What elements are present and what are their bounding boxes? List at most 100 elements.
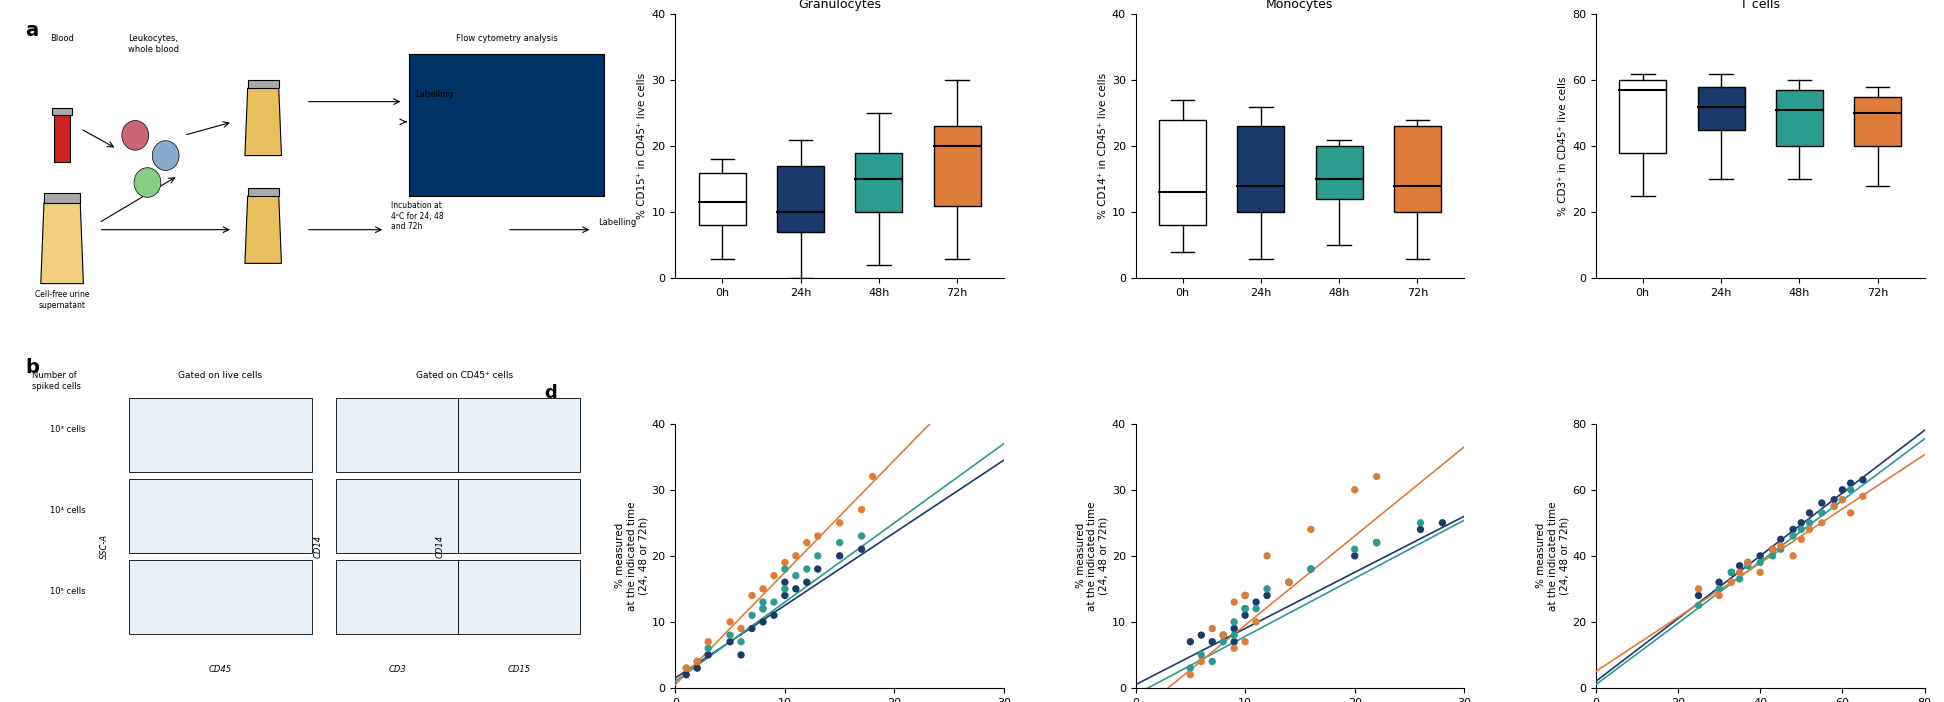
Point	[737, 623, 768, 634]
Point	[770, 557, 801, 568]
Text: Labelling: Labelling	[416, 91, 453, 100]
Bar	[459, 398, 579, 472]
Point	[1231, 609, 1262, 621]
Text: SSC-A: SSC-A	[101, 534, 109, 559]
Bar	[336, 398, 459, 472]
Point	[1252, 590, 1283, 601]
Point	[780, 570, 811, 581]
Point	[1231, 603, 1262, 614]
Point	[715, 630, 746, 641]
Point	[1744, 557, 1775, 568]
Point	[846, 531, 877, 542]
Y-axis label: % measured
at the indicated time
(24, 48 or 72h): % measured at the indicated time (24, 48…	[1075, 501, 1108, 611]
Point	[1361, 471, 1392, 482]
Text: 10⁴ cells: 10⁴ cells	[51, 506, 86, 515]
Point	[692, 649, 723, 661]
Point	[746, 597, 778, 608]
Bar	[247, 188, 278, 196]
Point	[1806, 517, 1837, 529]
Y-axis label: % measured
at the indicated time
(24, 48 or 72h): % measured at the indicated time (24, 48…	[616, 501, 649, 611]
Point	[1717, 567, 1748, 578]
Title: Monocytes: Monocytes	[1266, 0, 1334, 11]
Point	[1847, 491, 1878, 502]
Point	[1732, 560, 1763, 571]
Point	[1295, 564, 1326, 575]
Point	[1219, 597, 1250, 608]
Point	[1794, 524, 1825, 535]
Point	[1198, 636, 1229, 647]
Point	[1231, 590, 1262, 601]
Point	[1787, 517, 1818, 529]
Point	[1198, 623, 1229, 634]
Point	[725, 649, 756, 661]
Y-axis label: % CD15⁺ in CD45⁺ live cells: % CD15⁺ in CD45⁺ live cells	[638, 73, 647, 219]
Point	[1174, 636, 1205, 647]
Point	[1339, 484, 1371, 496]
Text: CD45: CD45	[208, 665, 231, 675]
Point	[1186, 630, 1217, 641]
Point	[1703, 583, 1734, 595]
Y-axis label: % measured
at the indicated time
(24, 48 or 72h): % measured at the indicated time (24, 48…	[1536, 501, 1569, 611]
Point	[746, 583, 778, 595]
Point	[824, 550, 855, 562]
Bar	[855, 153, 902, 212]
Point	[746, 603, 778, 614]
Bar	[45, 193, 80, 203]
Point	[1717, 576, 1748, 588]
Bar	[54, 115, 70, 162]
Point	[1240, 597, 1271, 608]
Bar	[1619, 80, 1666, 153]
Point	[1231, 636, 1262, 647]
Text: Gated on CD45⁺ cells: Gated on CD45⁺ cells	[416, 371, 513, 380]
Text: CD3: CD3	[389, 665, 406, 675]
Point	[1174, 663, 1205, 674]
Point	[671, 663, 702, 674]
Point	[770, 564, 801, 575]
Text: Flow cytometry analysis: Flow cytometry analysis	[457, 34, 558, 44]
Point	[780, 583, 811, 595]
Point	[1339, 543, 1371, 555]
Point	[758, 570, 789, 581]
Bar	[778, 166, 824, 232]
Point	[1219, 630, 1250, 641]
Point	[1219, 616, 1250, 628]
Text: Leukocytes,
whole blood: Leukocytes, whole blood	[128, 34, 179, 53]
Point	[780, 550, 811, 562]
Point	[1787, 534, 1818, 545]
Point	[770, 590, 801, 601]
Text: Incubation at
4ᵒC for 24, 48
and 72h: Incubation at 4ᵒC for 24, 48 and 72h	[391, 201, 443, 231]
Bar	[459, 560, 579, 634]
Point	[725, 623, 756, 634]
Point	[1835, 508, 1866, 519]
Point	[1207, 630, 1238, 641]
Point	[824, 537, 855, 548]
Point	[1757, 543, 1788, 555]
Bar	[52, 108, 72, 115]
Point	[1174, 669, 1205, 680]
Point	[1703, 590, 1734, 601]
Point	[1186, 656, 1217, 667]
Bar	[1697, 87, 1744, 130]
Point	[1765, 534, 1796, 545]
Point	[682, 663, 713, 674]
Bar	[1855, 97, 1901, 146]
Point	[1777, 550, 1808, 562]
Point	[758, 609, 789, 621]
Point	[1806, 508, 1837, 519]
Bar	[128, 560, 311, 634]
Bar	[1775, 90, 1823, 146]
Point	[1219, 636, 1250, 647]
Point	[770, 583, 801, 595]
Bar	[128, 479, 311, 553]
Point	[1339, 550, 1371, 562]
Bar	[410, 55, 605, 196]
Point	[1794, 517, 1825, 529]
Point	[1835, 484, 1866, 496]
Text: Gated on live cells: Gated on live cells	[179, 371, 262, 380]
Point	[671, 669, 702, 680]
Point	[1835, 477, 1866, 489]
Bar	[128, 398, 311, 472]
Point	[1827, 484, 1858, 496]
Point	[1732, 557, 1763, 568]
Text: 10³ cells: 10³ cells	[51, 425, 86, 434]
